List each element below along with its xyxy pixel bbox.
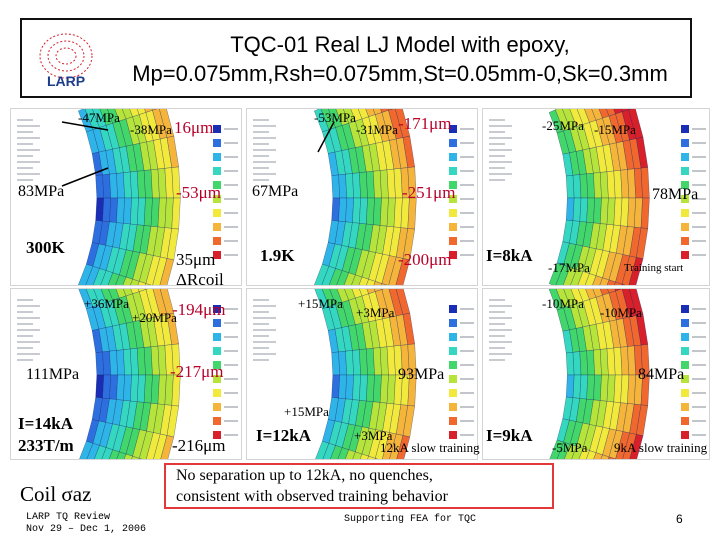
gradient-label: 233T/m bbox=[18, 436, 74, 455]
current-label: I=12kA bbox=[256, 426, 312, 445]
stress-label: +3MPa bbox=[354, 428, 393, 443]
conclusion-text: No separation up to 12kA, no quenches, c… bbox=[176, 465, 448, 507]
stress-label: +15MPa bbox=[298, 296, 343, 311]
logo-text: LARP bbox=[47, 73, 85, 89]
fea-contour-plot bbox=[253, 289, 474, 459]
footer-event-date: Nov 29 – Dec 1, 2006 bbox=[26, 524, 147, 535]
stress-label: -5MPa bbox=[552, 440, 588, 455]
fea-panel-12ka bbox=[246, 288, 478, 460]
footer-event: LARP TQ Review Nov 29 – Dec 1, 2006 bbox=[26, 512, 146, 536]
current-label: I=14kA bbox=[18, 414, 74, 433]
stress-label: +15MPa bbox=[284, 404, 329, 419]
fea-contour-plot bbox=[17, 109, 238, 285]
title-frame bbox=[20, 18, 692, 98]
fea-contour-plot bbox=[489, 289, 706, 459]
displacement-label: -217μm bbox=[170, 362, 224, 381]
stress-label: +36MPa bbox=[84, 296, 129, 311]
status-note: 9kA slow training bbox=[614, 440, 708, 455]
conclusion-line-1: No separation up to 12kA, no quenches, bbox=[176, 467, 433, 484]
coil-sigma-label: Coil σaz bbox=[20, 482, 92, 506]
temperature-label: 300K bbox=[26, 238, 65, 257]
fea-panel-8ka bbox=[482, 108, 710, 286]
page-number: 6 bbox=[676, 512, 683, 526]
displacement-label: -216μm bbox=[172, 436, 226, 455]
fea-panel-9ka bbox=[482, 288, 710, 460]
stress-label: 93MPa bbox=[398, 366, 445, 383]
larp-logo-icon: LARP bbox=[39, 33, 93, 89]
stress-label: 84MPa bbox=[638, 366, 685, 383]
displacement-label: 35μm bbox=[176, 250, 216, 269]
fea-contour-plot bbox=[17, 289, 238, 459]
fea-panel-300k bbox=[10, 108, 242, 286]
stress-label: +3MPa bbox=[356, 305, 395, 320]
displacement-label: -251μm bbox=[402, 183, 456, 202]
conclusion-box bbox=[164, 463, 554, 509]
current-label: I=9kA bbox=[486, 426, 533, 445]
footer-subject: Supporting FEA for TQC bbox=[344, 514, 477, 525]
conclusion-line-2: consistent with observed training behavi… bbox=[176, 488, 448, 505]
fea-panel-14ka bbox=[10, 288, 242, 460]
fea-contour-plot bbox=[489, 109, 706, 285]
displacement-label: -200μm bbox=[398, 250, 452, 269]
stress-label: -47MPa bbox=[78, 110, 120, 125]
page-title: TQC-01 Real LJ Model with epoxy, Mp=0.07… bbox=[110, 30, 690, 88]
stress-label: -17MPa bbox=[548, 260, 590, 275]
fea-panel-1p9k bbox=[246, 108, 478, 286]
displacement-label: 16μm bbox=[174, 118, 214, 137]
fea-contour-plot bbox=[253, 109, 474, 285]
stress-label: 67MPa bbox=[252, 183, 299, 200]
footer-event-name: LARP TQ Review bbox=[26, 512, 111, 523]
stress-label: 78MPa bbox=[652, 186, 699, 203]
stress-label: -10MPa bbox=[600, 305, 642, 320]
stress-label: -10MPa bbox=[542, 296, 584, 311]
current-label: I=8kA bbox=[486, 246, 533, 265]
stress-label: +20MPa bbox=[132, 310, 177, 325]
stress-label: 111MPa bbox=[26, 366, 80, 383]
displacement-label: -53μm bbox=[176, 183, 221, 202]
stress-label: -31MPa bbox=[356, 122, 398, 137]
stress-label: 83MPa bbox=[18, 183, 65, 200]
title-line-2: Mp=0.075mm,Rsh=0.075mm,St=0.05mm-0,Sk=0.… bbox=[132, 61, 668, 86]
temperature-label: 1.9K bbox=[260, 246, 295, 265]
displacement-label: -194μm bbox=[172, 300, 226, 319]
title-line-1: TQC-01 Real LJ Model with epoxy, bbox=[230, 32, 570, 57]
stress-label: -15MPa bbox=[594, 122, 636, 137]
status-note: 12kA slow training bbox=[380, 440, 480, 455]
status-note: Training start bbox=[624, 262, 684, 274]
stress-label: -38MPa bbox=[130, 122, 172, 137]
delta-rcoil-label: ΔRcoil bbox=[176, 270, 224, 289]
displacement-label: -171μm bbox=[398, 114, 452, 133]
stress-label: -53MPa bbox=[314, 110, 356, 125]
stress-label: -25MPa bbox=[542, 118, 584, 133]
